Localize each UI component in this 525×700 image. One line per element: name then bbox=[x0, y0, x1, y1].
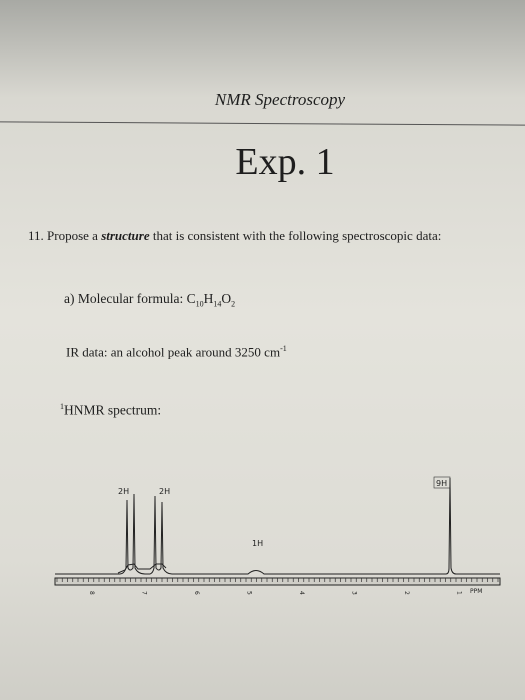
header-rule bbox=[0, 121, 525, 126]
peak-label-box bbox=[433, 476, 451, 489]
hnmr-text: HNMR spectrum: bbox=[64, 402, 162, 418]
course-text: NMR Spectroscopy bbox=[214, 90, 346, 109]
hnmr-heading: 1HNMR spectrum: bbox=[60, 402, 161, 419]
axis-label: 7 bbox=[141, 591, 148, 595]
course-title: NMR Spectroscopy bbox=[0, 90, 525, 110]
element: C bbox=[186, 291, 196, 306]
question-text: that is consistent with the following sp… bbox=[152, 228, 442, 243]
peak-label: 2H bbox=[118, 487, 129, 496]
ir-superscript: -1 bbox=[280, 344, 287, 353]
peak-label: 2H bbox=[159, 487, 170, 496]
integral-trace bbox=[117, 563, 167, 574]
axis-unit: PPM bbox=[470, 588, 482, 595]
ir-data: IR data: an alcohol peak around 3250 cm-… bbox=[66, 344, 287, 360]
nmr-spectrum: 2H 2H 1H 9H 8 7 6 5 4 3 2 1 PPM bbox=[54, 476, 501, 595]
axis-label: 5 bbox=[246, 591, 253, 595]
exp-title: Exp. 1 bbox=[235, 141, 335, 183]
question-emphasis: structure bbox=[101, 228, 150, 243]
spectrum-trace bbox=[55, 477, 500, 575]
question-text: Propose a bbox=[47, 228, 98, 243]
element: O bbox=[221, 291, 232, 306]
question-number: 11. bbox=[28, 228, 44, 243]
question: 11. Propose a structure that is consiste… bbox=[28, 228, 441, 244]
subscript: 14 bbox=[213, 299, 222, 309]
axis-label: 3 bbox=[351, 591, 358, 595]
axis-label: 8 bbox=[88, 591, 95, 595]
axis-label: 4 bbox=[298, 591, 305, 595]
axis-label: 2 bbox=[403, 591, 410, 595]
axis-label: 1 bbox=[456, 591, 463, 595]
subscript: 10 bbox=[195, 299, 204, 309]
peak-label: 1H bbox=[252, 539, 263, 548]
subscript: 2 bbox=[231, 299, 236, 309]
formula-label: a) Molecular formula: bbox=[64, 291, 184, 306]
peak-label: 9H bbox=[436, 479, 447, 488]
ir-text: IR data: an alcohol peak around 3250 cm bbox=[66, 344, 281, 360]
axis-label: 6 bbox=[193, 591, 200, 595]
hnmr-superscript: 1 bbox=[60, 402, 64, 411]
element: H bbox=[203, 291, 214, 306]
molecular-formula: a) Molecular formula: C10H14O2 bbox=[64, 291, 235, 309]
